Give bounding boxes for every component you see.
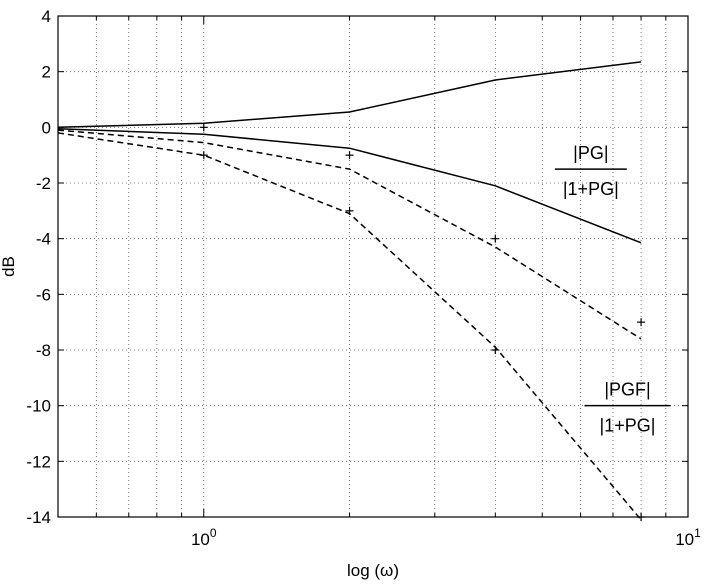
tick-layer: 4 2 0 -2 -4 -6 -8 -10 -12 -14 100 101 [26, 7, 701, 549]
grid [58, 16, 688, 517]
series-line-2 [57, 127, 642, 244]
annotation-pgf-denominator: |1+PG| [600, 416, 656, 436]
x-tick-label: 100 [191, 526, 217, 549]
plus-marker [345, 151, 354, 160]
plus-marker [491, 234, 500, 243]
series-line-1 [57, 61, 642, 129]
y-tick-label: 0 [42, 118, 51, 137]
y-tick-label: -12 [26, 452, 51, 471]
plus-marker [637, 318, 646, 327]
y-tick-label: 4 [42, 7, 51, 26]
plot-frame [57, 15, 689, 518]
y-tick-label: -4 [36, 230, 51, 249]
series-line-4 [57, 132, 642, 521]
y-axis-label: dB [0, 256, 18, 277]
x-tick-label: 101 [675, 526, 701, 549]
annotation-pgf-ratio: |PGF| |1+PG| [584, 380, 671, 436]
series-layer [57, 61, 642, 521]
y-tick-label: -8 [36, 341, 51, 360]
plus-marker [491, 346, 500, 354]
plus-marker [199, 151, 208, 160]
annotation-pg-ratio: |PG| |1+PG| [554, 143, 627, 199]
plus-marker [199, 123, 208, 132]
x-axis-label: log (ω) [347, 561, 399, 580]
y-tick-label: -10 [26, 397, 51, 416]
y-tick-label: -2 [36, 174, 51, 193]
annotation-pg-denominator: |1+PG| [563, 179, 619, 199]
y-tick-label: -6 [36, 285, 51, 304]
plus-marker [345, 206, 354, 215]
annotation-pgf-numerator: |PGF| [604, 380, 650, 400]
series-line-3 [57, 129, 642, 340]
marker-layer [199, 123, 646, 521]
y-tick-label: 2 [42, 63, 51, 82]
y-tick-label: -14 [26, 508, 51, 527]
annotation-pg-numerator: |PG| [573, 143, 608, 163]
